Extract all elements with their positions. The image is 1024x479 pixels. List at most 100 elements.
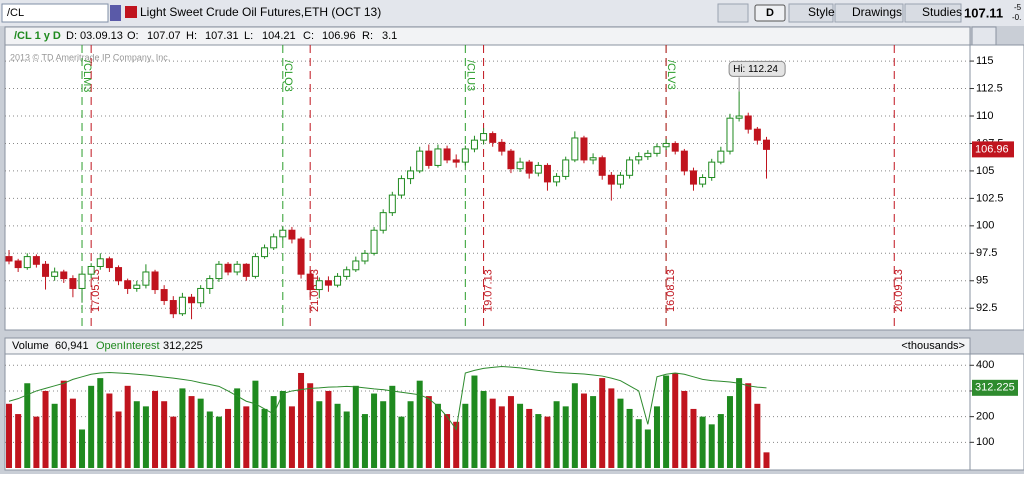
volume-bar: [726, 396, 733, 468]
volume-bar: [562, 406, 569, 468]
candle-body: [379, 212, 387, 231]
change: -5: [1014, 3, 1022, 12]
style-button[interactable]: [788, 3, 834, 23]
info-label: O:: [127, 30, 139, 42]
candle-body: [361, 252, 369, 262]
period-button[interactable]: [754, 4, 786, 22]
unit-label: <thousands>: [901, 340, 965, 352]
volume-bar: [380, 401, 387, 468]
candle-body: [288, 229, 296, 240]
volume-bar: [307, 383, 314, 468]
watermark: 2013 © TD Ameritrade IP Company, Inc.: [10, 52, 170, 62]
symbol-input[interactable]: [1, 3, 109, 23]
open-interest-line: [8, 366, 767, 431]
candle-body: [653, 146, 661, 154]
candle-body: [434, 148, 442, 166]
volume-bar: [389, 385, 396, 468]
candle-body: [562, 159, 570, 177]
candle-body: [115, 267, 123, 282]
candle-body: [616, 174, 624, 185]
info-value: 104.21: [262, 30, 296, 42]
info-label: H:: [186, 30, 197, 42]
candle-body: [470, 139, 478, 150]
candle-body: [51, 271, 59, 277]
y-tick-label: 95: [976, 275, 988, 287]
volume-bar: [133, 401, 140, 468]
candle-body: [534, 164, 542, 174]
candle-body: [735, 115, 743, 119]
candle-body: [142, 271, 150, 286]
volume-bar: [97, 378, 104, 468]
last-oi-label: 312.225: [975, 382, 1015, 394]
volume-panel: [4, 353, 971, 471]
settings-button[interactable]: [971, 26, 997, 46]
y-tick-label: 100: [976, 220, 994, 232]
candle-body: [224, 263, 232, 273]
candle-body: [69, 278, 77, 289]
callout: [728, 60, 786, 77]
candle-body: [571, 137, 579, 161]
candle-body: [242, 263, 250, 277]
info-date: D: 03.09.13: [66, 30, 123, 42]
marker-label: 19.07.13: [482, 269, 494, 312]
candle-body: [744, 115, 752, 130]
volume-bar: [88, 385, 95, 468]
last-price-label: 106.96: [975, 143, 1009, 155]
marker-label: /CLU3: [464, 60, 476, 91]
readout: 60,941: [55, 340, 89, 352]
candle-body: [306, 273, 314, 291]
last-price-box: [972, 141, 1014, 158]
candle-body: [215, 263, 223, 280]
candle-body: [717, 150, 725, 163]
candle-body: [543, 164, 551, 183]
y-tick-label: 400: [976, 359, 994, 371]
volume-bar: [498, 406, 505, 468]
volume-bar: [681, 390, 688, 468]
volume-bar: [51, 403, 58, 468]
volume-bar: [60, 380, 67, 468]
candle-body: [553, 175, 561, 183]
period: D: [766, 7, 774, 19]
volume-bar: [24, 383, 31, 468]
candle-body: [407, 170, 415, 180]
volume-bar: [261, 408, 268, 468]
volume-bar: [215, 416, 222, 468]
candle-body: [343, 269, 351, 277]
candle-body: [452, 159, 460, 163]
volume-bar: [453, 421, 460, 468]
dropdown[interactable]: [110, 5, 121, 21]
candle-body: [197, 287, 205, 304]
drawings-button[interactable]: [834, 3, 904, 23]
description: Light Sweet Crude Oil Futures,ETH (OCT 1…: [140, 5, 381, 19]
volume-bar: [115, 411, 122, 468]
studies-button[interactable]: [904, 3, 962, 23]
candle-body: [23, 256, 31, 269]
info-label: R:: [362, 30, 373, 42]
volume-bar: [288, 406, 295, 468]
candle-body: [87, 265, 95, 275]
volume-bar: [325, 390, 332, 468]
candle-body: [589, 157, 597, 161]
candle-body: [261, 247, 269, 258]
candle-body: [96, 258, 104, 267]
candle-body: [626, 159, 634, 176]
candle-body: [334, 275, 342, 286]
candle-body: [251, 256, 259, 277]
volume-bar: [599, 378, 606, 468]
info-value: 106.96: [322, 30, 356, 42]
volume-bar: [553, 401, 560, 468]
drawings: Drawings: [852, 5, 902, 19]
symbol: /CL: [7, 7, 24, 19]
volume-bar: [690, 408, 697, 468]
volume-bar: [352, 385, 359, 468]
volume-bar: [526, 408, 533, 468]
volume-bar: [699, 416, 706, 468]
volume-bar: [644, 429, 651, 468]
volume-bar: [161, 401, 168, 468]
volume-bar: [334, 403, 341, 468]
tool-button[interactable]: [717, 3, 749, 23]
info-value: 107.07: [147, 30, 181, 42]
candle-body: [14, 260, 22, 269]
candle-body: [32, 256, 40, 265]
candle-body: [5, 256, 13, 262]
